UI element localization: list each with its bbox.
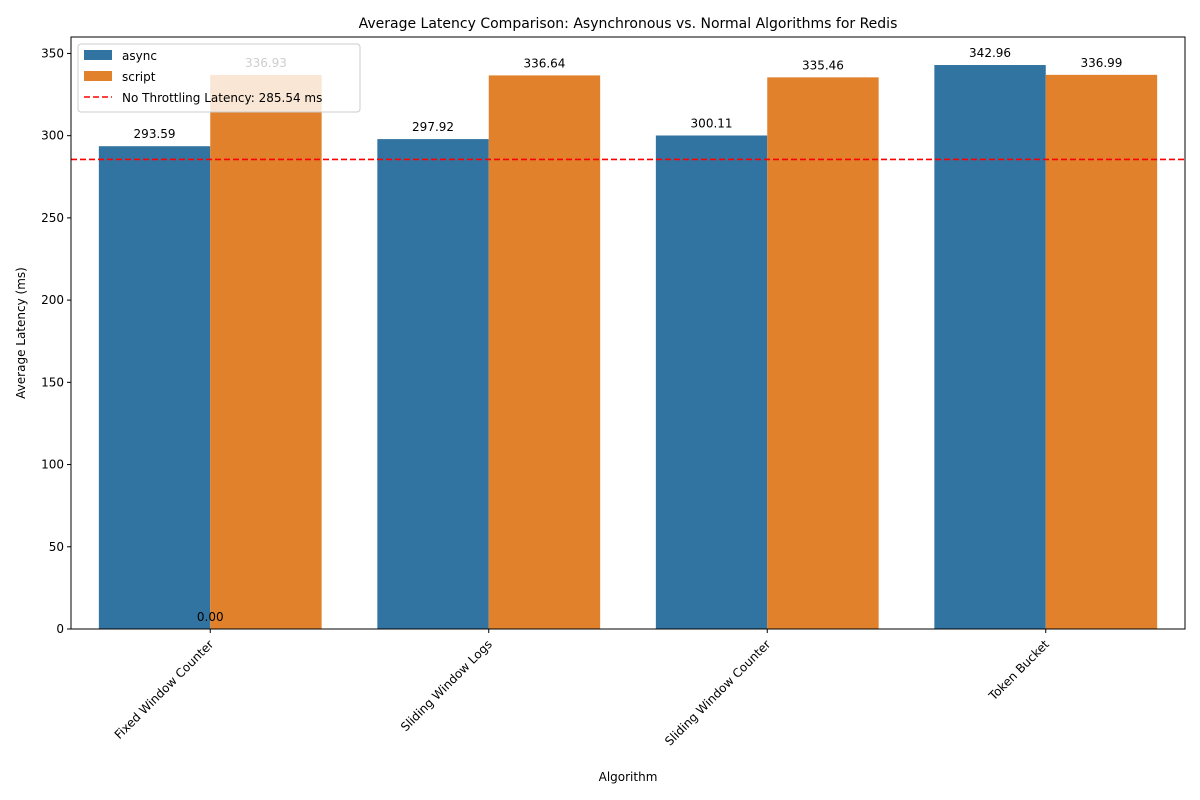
- y-tick-label: 250: [41, 211, 64, 225]
- bar-value-label: 342.96: [969, 46, 1011, 60]
- y-axis-title: Average Latency (ms): [14, 267, 28, 399]
- bar-value-label: 300.11: [691, 116, 733, 130]
- legend: async script No Throttling Latency: 285.54…: [77, 43, 361, 113]
- zero-value-label: 0.00: [197, 610, 224, 624]
- y-tick-label: 300: [41, 129, 64, 143]
- x-axis-title: Algorithm: [599, 770, 658, 784]
- bar-value-label: 336.64: [523, 56, 565, 70]
- y-tick-label: 100: [41, 458, 64, 472]
- bar-async-4: [934, 65, 1046, 629]
- y-tick-label: 150: [41, 375, 64, 389]
- legend-swatch-async: [84, 50, 112, 60]
- bar-value-label: 293.59: [134, 127, 176, 141]
- bar-script-3: [767, 77, 879, 629]
- y-tick-label: 200: [41, 293, 64, 307]
- y-tick-label: 50: [49, 540, 64, 554]
- legend-swatch-script: [84, 71, 112, 81]
- legend-box: [77, 43, 361, 113]
- legend-label-reference: No Throttling Latency: 285.54 ms: [122, 91, 322, 105]
- x-tick-label: Sliding Window Counter: [662, 637, 773, 748]
- chart-title: Average Latency Comparison: Asynchronous…: [359, 16, 898, 32]
- bar-script-4: [1045, 74, 1158, 629]
- legend-label-script: script: [122, 70, 156, 84]
- y-tick-label: 350: [41, 46, 64, 60]
- bar-script-2: [488, 75, 601, 629]
- bar-value-label: 336.99: [1080, 56, 1122, 70]
- x-tick-label: Sliding Window Logs: [398, 637, 495, 734]
- bar-async-2: [377, 139, 489, 630]
- bar-value-label: 297.92: [412, 120, 454, 134]
- bar-async-3: [655, 135, 768, 629]
- bar-value-label: 335.46: [802, 58, 844, 72]
- axes-frame: [70, 36, 1186, 630]
- plot-area: 293.59297.92300.11342.96336.93336.64335.…: [41, 36, 1186, 748]
- bar-script-1: [210, 74, 322, 630]
- x-tick-label: Token Bucket: [985, 637, 1052, 704]
- legend-label-async: async: [122, 49, 157, 63]
- x-tick-label: Fixed Window Counter: [112, 637, 217, 742]
- y-tick-label: 0: [56, 622, 64, 636]
- bar-async-1: [98, 146, 211, 629]
